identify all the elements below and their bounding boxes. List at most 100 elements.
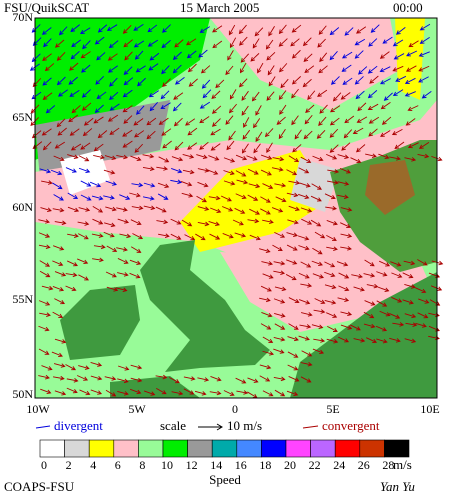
wind-arrow (266, 51, 276, 61)
wind-arrow (363, 311, 375, 319)
wind-arrow (186, 38, 197, 46)
wind-arrow (223, 170, 235, 176)
wind-arrow (337, 194, 349, 200)
wind-arrow (415, 322, 427, 328)
wind-arrow (389, 337, 401, 343)
colorbar-swatch (211, 439, 238, 458)
wind-arrow (197, 377, 210, 382)
wind-arrow (419, 23, 431, 31)
wind-arrow (324, 284, 337, 290)
wind-arrow (81, 89, 91, 98)
lon-label: 0 (232, 402, 238, 416)
wind-arrow (402, 299, 414, 305)
wind-arrow (188, 78, 198, 87)
wind-arrow (197, 181, 209, 188)
wind-arrow (66, 387, 78, 394)
wind-arrow (340, 311, 353, 317)
wind-arrow (182, 169, 195, 175)
lon-label: 10E (420, 402, 439, 416)
wind-arrow (137, 77, 146, 87)
wind-arrow (235, 377, 247, 384)
wind-arrow (407, 105, 419, 111)
wind-arrow (80, 27, 91, 35)
wind-arrow (56, 76, 66, 86)
wind-arrow (92, 205, 104, 213)
wind-arrow (174, 39, 184, 48)
wind-arrow (122, 129, 133, 137)
wind-arrow (171, 168, 183, 174)
wind-arrow (130, 377, 143, 383)
wind-arrow (81, 64, 91, 73)
wind-arrow (404, 77, 416, 84)
wind-arrow (418, 65, 430, 72)
wind-arrow (209, 233, 221, 240)
wind-arrow (130, 388, 142, 395)
wind-arrow (274, 183, 287, 188)
wind-arrow (312, 247, 323, 255)
wind-arrow (378, 153, 390, 160)
colorbar-swatch (187, 439, 213, 458)
wind-arrow (187, 63, 197, 73)
colorbar-label: 14 (210, 458, 222, 472)
wind-arrow (56, 118, 66, 128)
wind-arrow (52, 375, 65, 381)
wind-arrow (405, 65, 417, 72)
wind-arrow (78, 274, 90, 281)
wind-arrow (366, 337, 378, 344)
wind-arrow (418, 51, 430, 57)
wind-arrow (247, 218, 260, 224)
wind-arrow (330, 76, 340, 85)
wind-arrow (96, 91, 107, 100)
wind-arrow (241, 90, 249, 101)
wind-arrow (329, 144, 339, 153)
colorbar-label: 8 (139, 458, 145, 472)
wind-arrow (254, 27, 264, 37)
wind-arrow (45, 105, 56, 114)
colorbar-label: 28 (382, 458, 394, 472)
colorbar-label: 10 (161, 458, 173, 472)
wind-arrow (93, 143, 104, 152)
wind-arrow (405, 118, 416, 126)
wind-arrow (343, 129, 353, 139)
wind-arrow (181, 192, 194, 198)
wind-arrow (107, 65, 118, 73)
wind-arrow (287, 336, 299, 342)
wind-arrow (104, 222, 116, 228)
wind-arrow (272, 244, 283, 252)
wind-arrow (207, 169, 219, 175)
colorbar-label: 18 (259, 458, 271, 472)
wind-arrow (54, 39, 65, 48)
wind-arrow (339, 167, 351, 174)
wind-arrow (52, 260, 64, 267)
speed-region (60, 150, 110, 195)
wind-arrow (314, 298, 326, 304)
wind-arrow (274, 313, 286, 318)
wind-arrow (288, 205, 300, 212)
wind-arrow (325, 205, 338, 211)
wind-arrow (211, 105, 222, 114)
wind-arrow (341, 142, 351, 151)
wind-arrow (324, 299, 337, 305)
wind-arrow (262, 336, 274, 343)
wind-arrow (131, 182, 144, 188)
land-britain (140, 240, 270, 372)
wind-arrow (341, 64, 352, 72)
wind-arrow (91, 195, 104, 201)
wind-arrow (338, 272, 350, 279)
wind-arrow (301, 350, 313, 357)
wind-arrow (291, 115, 299, 126)
wind-arrow (326, 219, 338, 226)
divergent-arrow (35, 425, 51, 429)
wind-arrow (311, 324, 324, 329)
wind-arrow (379, 51, 390, 59)
wind-arrow (311, 260, 323, 266)
wind-arrow (358, 66, 368, 75)
colorbar-swatch (88, 439, 115, 458)
wind-arrow (197, 206, 210, 211)
wind-arrow (273, 270, 286, 275)
wind-arrow (109, 127, 120, 135)
wind-arrow (336, 261, 349, 267)
wind-arrow (300, 283, 313, 288)
wind-arrow (170, 179, 183, 185)
wind-arrow (68, 114, 79, 123)
